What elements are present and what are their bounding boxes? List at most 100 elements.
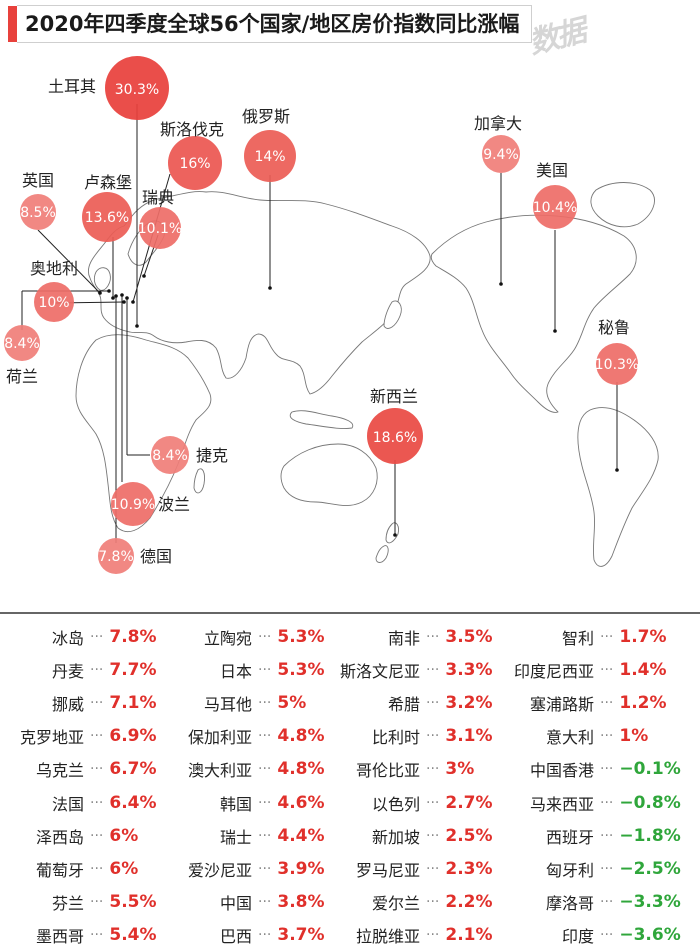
growth-value: 6% [109, 858, 139, 879]
growth-value: 5.5% [109, 892, 157, 913]
growth-value: 5.3% [277, 659, 325, 680]
dots: ··· [90, 694, 104, 711]
bubble-turkey-value: 30.3% [115, 82, 159, 98]
country-name: 西班牙 [545, 827, 594, 847]
country-name: 葡萄牙 [35, 860, 84, 880]
dot-russia [268, 286, 272, 290]
growth-value: 3% [445, 759, 475, 780]
bubble-turkey: 30.3% 土耳其 [48, 56, 169, 120]
dots: ··· [600, 794, 614, 811]
table-row: 韩国 ··· 4.6% [166, 786, 325, 819]
table-row: 南非 ··· 3.5% [334, 620, 493, 653]
landmass-uk [93, 267, 111, 291]
bubble-slovakia-circle [168, 136, 222, 190]
table-row: 澳大利亚 ··· 4.8% [166, 753, 325, 786]
growth-value: 7.8% [109, 626, 157, 647]
table-row: 挪威 ··· 7.1% [0, 686, 157, 719]
dots: ··· [258, 894, 272, 911]
dots: ··· [426, 860, 440, 877]
country-name: 意大利 [545, 728, 594, 748]
dots: ··· [600, 728, 614, 745]
bubble-newzealand: 18.6% 新西兰 [367, 387, 423, 464]
pointer-uk [37, 229, 101, 294]
bubble-russia: 14% 俄罗斯 [242, 107, 296, 182]
dots: ··· [90, 794, 104, 811]
landmass-north-america [430, 214, 637, 413]
table-row: 中国 ··· 3.8% [166, 886, 325, 919]
landmass-japan [383, 300, 402, 329]
table-column-2: 立陶宛 ··· 5.3% 日本 ··· 5.3% 马耳他 ··· 5% 保加利亚 ··· 4.8… [166, 620, 325, 952]
dots: ··· [258, 761, 272, 778]
bubble-russia-value: 14% [254, 149, 285, 165]
dots: ··· [90, 827, 104, 844]
bubble-canada: 9.4% 加拿大 [474, 114, 522, 173]
bubble-peru-name: 秘鲁 [598, 318, 630, 337]
bubble-russia-name: 俄罗斯 [242, 107, 290, 126]
bubble-peru: 10.3% 秘鲁 [595, 318, 639, 385]
table-row: 墨西哥 ··· 5.4% [0, 919, 157, 952]
dots: ··· [426, 827, 440, 844]
country-name: 韩国 [219, 794, 252, 814]
growth-value: 2.7% [445, 792, 493, 813]
bubble-luxembourg: 13.6% 卢森堡 [82, 173, 132, 242]
dot-luxembourg [111, 296, 115, 300]
dots: ··· [426, 661, 440, 678]
bubble-czech: 8.4% 捷克 [151, 436, 228, 474]
bubble-austria-circle [34, 282, 74, 322]
table-row: 日本 ··· 5.3% [166, 653, 325, 686]
growth-value: 4.6% [277, 792, 325, 813]
dots: ··· [90, 761, 104, 778]
growth-value: 7.1% [109, 692, 157, 713]
bubble-luxembourg-circle [82, 192, 132, 242]
landmass-madagascar [193, 468, 205, 494]
growth-value: 5.4% [109, 925, 157, 946]
dots: ··· [258, 794, 272, 811]
dots: ··· [600, 661, 614, 678]
dot-poland [120, 293, 124, 297]
country-name: 斯洛文尼亚 [339, 661, 420, 681]
growth-value: 3.3% [445, 659, 493, 680]
bubble-usa: 10.4% 美国 [533, 161, 577, 229]
table-row: 印度尼西亚 ··· 1.4% [506, 653, 681, 686]
title-bar: 2020年四季度全球56个国家/地区房价指数同比涨幅 [8, 5, 533, 43]
country-name: 新加坡 [371, 827, 420, 847]
country-name: 芬兰 [51, 894, 84, 914]
country-name: 墨西哥 [35, 927, 84, 947]
table-row: 芬兰 ··· 5.5% [0, 886, 157, 919]
landmass-australia [280, 443, 378, 506]
bubble-poland-value: 10.9% [111, 497, 155, 513]
dots: ··· [258, 827, 272, 844]
bubble-usa-name: 美国 [536, 161, 568, 180]
growth-value: 3.9% [277, 858, 325, 879]
dots: ··· [426, 794, 440, 811]
country-name: 澳大利亚 [187, 761, 252, 781]
bubble-sweden-circle [139, 207, 181, 249]
table-row: 拉脱维亚 ··· 2.1% [334, 919, 493, 952]
country-name: 马耳他 [203, 694, 252, 714]
country-name: 丹麦 [51, 661, 84, 681]
dots: ··· [600, 927, 614, 944]
bubble-usa-value: 10.4% [533, 200, 577, 216]
land-masses [75, 182, 659, 567]
dot-germany [114, 294, 118, 298]
landmass-newzealand [385, 522, 399, 544]
bubble-uk-value: 8.5% [20, 205, 56, 221]
bubble-newzealand-value: 18.6% [373, 430, 417, 446]
country-name: 印度 [561, 927, 594, 947]
table-row: 爱尔兰 ··· 2.2% [334, 886, 493, 919]
growth-value: 4.8% [277, 759, 325, 780]
country-name: 克罗地亚 [19, 728, 84, 748]
dots: ··· [600, 860, 614, 877]
dots: ··· [600, 761, 614, 778]
country-name: 中国香港 [529, 761, 594, 781]
dots: ··· [258, 694, 272, 711]
country-name: 智利 [561, 628, 594, 648]
table-row: 泽西岛 ··· 6% [0, 819, 157, 852]
bubble-austria-name: 奥地利 [30, 259, 78, 278]
table-row: 葡萄牙 ··· 6% [0, 852, 157, 885]
bubble-sweden: 10.1% 瑞典 [138, 188, 182, 249]
table-column-1: 冰岛 ··· 7.8% 丹麦 ··· 7.7% 挪威 ··· 7.1% 克罗地亚 ··· 6.9… [0, 620, 157, 952]
bubble-canada-value: 9.4% [483, 147, 519, 163]
table-row: 摩洛哥 ··· −3.3% [506, 886, 681, 919]
country-name: 马来西亚 [529, 794, 594, 814]
